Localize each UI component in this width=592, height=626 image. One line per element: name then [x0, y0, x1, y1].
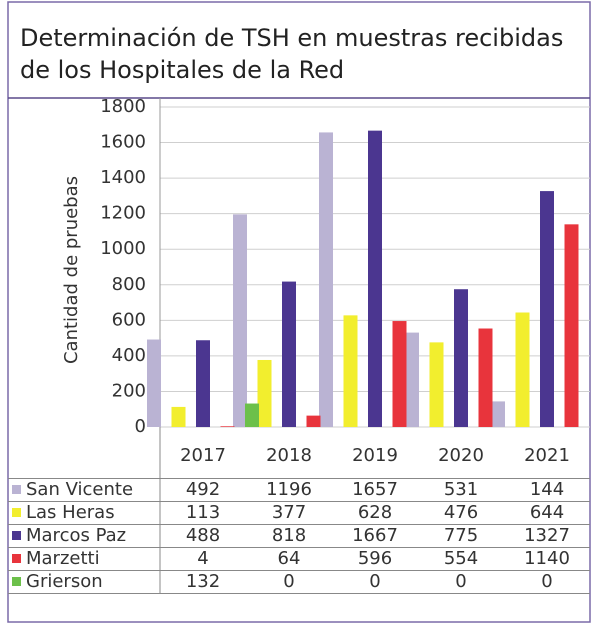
- y-tick-label: 1800: [100, 96, 146, 117]
- bar: [491, 401, 505, 427]
- table-cell: 488: [186, 525, 220, 546]
- table-cell: 132: [186, 571, 220, 592]
- bar: [368, 130, 382, 427]
- bar: [306, 415, 321, 427]
- legend-swatch: [12, 531, 21, 540]
- y-axis-label: Cantidad de pruebas: [61, 176, 82, 364]
- bar: [147, 339, 161, 427]
- table-cell: 377: [272, 502, 306, 523]
- legend-swatch: [12, 508, 21, 517]
- table-cell: 775: [444, 525, 478, 546]
- y-tick-label: 400: [112, 345, 146, 366]
- table-cell: 0: [369, 571, 380, 592]
- table-cell: 1667: [352, 525, 398, 546]
- table-cell: 113: [186, 502, 220, 523]
- bar: [343, 315, 358, 427]
- table-cell: 628: [358, 502, 392, 523]
- y-tick-label: 600: [112, 309, 146, 330]
- bar: [540, 191, 554, 427]
- y-tick-label: 800: [112, 274, 146, 295]
- table-cell: 492: [186, 479, 220, 500]
- bar: [220, 426, 235, 427]
- bar: [196, 340, 210, 427]
- legend-swatch: [12, 485, 21, 494]
- table-cell: 4: [197, 548, 208, 569]
- frame: [7, 1, 591, 623]
- legend-label: Marcos Paz: [26, 525, 126, 546]
- table-cell: 476: [444, 502, 478, 523]
- table-cell: 818: [272, 525, 306, 546]
- bar: [171, 406, 186, 427]
- chart-title: Determinación de TSH en muestras recibid…: [20, 24, 564, 84]
- bar: [233, 214, 247, 427]
- bar: [454, 289, 468, 427]
- legend-label: Grierson: [26, 571, 103, 592]
- y-tick-label: 0: [135, 416, 146, 437]
- bar: [478, 328, 493, 427]
- legend-label: San Vicente: [26, 479, 133, 500]
- table-cell: 64: [278, 548, 301, 569]
- legend-label: Las Heras: [26, 502, 115, 523]
- table-cell: 0: [283, 571, 294, 592]
- bar: [392, 321, 407, 427]
- bar: [515, 312, 530, 427]
- table-cell: 1140: [524, 548, 570, 569]
- bar: [429, 342, 444, 427]
- bar: [257, 359, 272, 427]
- bar: [245, 403, 259, 427]
- table-cell: 531: [444, 479, 478, 500]
- table-cell: 0: [455, 571, 466, 592]
- table-cell: 1327: [524, 525, 570, 546]
- y-tick-label: 1400: [100, 167, 146, 188]
- table-cell: 1657: [352, 479, 398, 500]
- table-cell: 644: [530, 502, 564, 523]
- x-tick-label: 2017: [180, 445, 226, 466]
- legend-swatch: [12, 577, 21, 586]
- bar: [319, 132, 333, 427]
- legend-swatch: [12, 554, 21, 563]
- bar: [405, 332, 419, 427]
- table-cell: 1196: [266, 479, 312, 500]
- table-cell: 554: [444, 548, 478, 569]
- y-tick-label: 200: [112, 380, 146, 401]
- y-tick-label: 1000: [100, 238, 146, 259]
- bar: [564, 224, 579, 427]
- table-cell: 144: [530, 479, 564, 500]
- x-tick-label: 2019: [352, 445, 398, 466]
- legend-label: Marzetti: [26, 548, 100, 569]
- table-cell: 0: [541, 571, 552, 592]
- x-tick-label: 2020: [438, 445, 484, 466]
- x-tick-label: 2021: [524, 445, 570, 466]
- y-tick-label: 1200: [100, 203, 146, 224]
- x-tick-label: 2018: [266, 445, 312, 466]
- table-cell: 596: [358, 548, 392, 569]
- y-tick-label: 1600: [100, 132, 146, 153]
- bar: [282, 281, 296, 427]
